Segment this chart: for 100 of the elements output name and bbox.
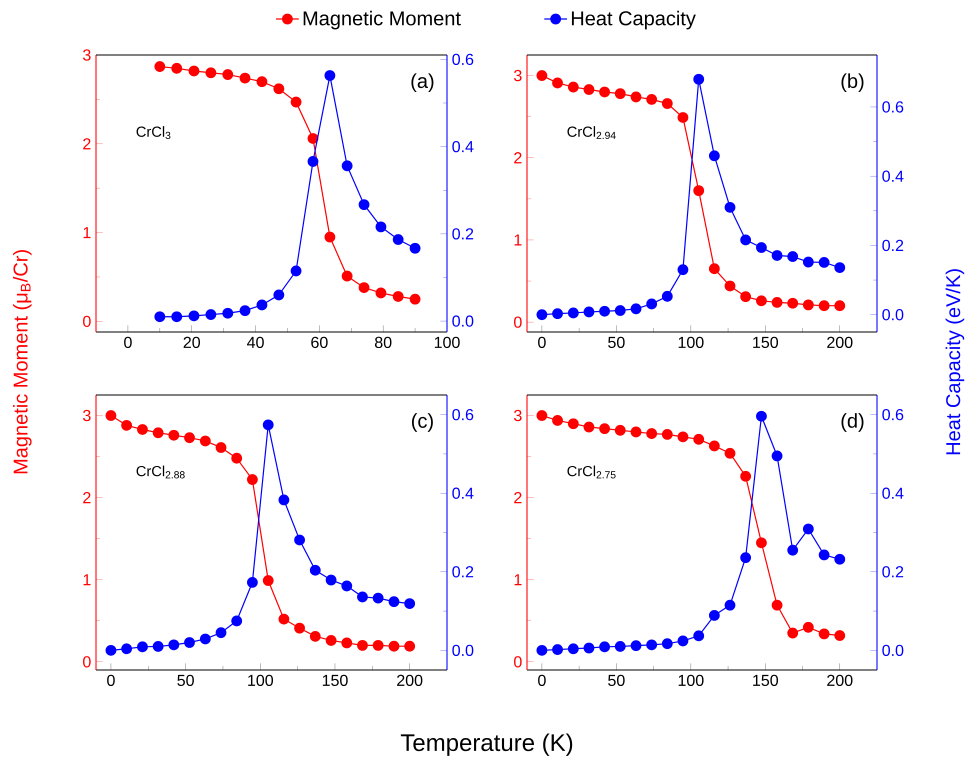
point [205,67,216,78]
point [222,69,234,80]
point [294,622,305,634]
point [324,70,336,81]
point [756,242,767,253]
point [392,234,404,245]
y2-tick-label: 0.0 [452,644,474,656]
point [599,423,610,434]
x-tick-label: 100 [678,674,704,686]
point [310,630,321,642]
point [240,305,250,316]
point [740,552,752,564]
point [802,256,814,268]
point [404,598,416,610]
y2-tick-label: 0.4 [452,488,474,499]
point [834,300,846,312]
point [536,644,548,656]
point [376,221,386,232]
point [646,94,658,105]
point [216,442,226,453]
x-tick-label: 40 [247,336,264,348]
point [357,640,368,651]
point [724,600,736,611]
point [262,575,274,586]
point [772,250,782,261]
y2-tick-label: 0.6 [882,408,904,420]
point [137,424,148,435]
point [278,614,290,624]
y-tick-label: 1 [514,234,522,246]
point [231,615,242,626]
point [240,72,250,84]
y2-tick-label: 0.2 [452,228,474,240]
point [231,452,242,464]
point [310,564,321,576]
point [308,156,318,167]
point [273,290,284,300]
point [787,544,798,556]
y-tick-label: 3 [514,70,522,82]
point [184,637,195,648]
point [756,410,767,422]
point [121,643,132,654]
y-tick-label: 2 [514,492,522,504]
point [294,534,305,546]
y2-tick-label: 0.2 [882,240,904,252]
point [662,638,673,650]
point [678,431,688,442]
point [787,251,798,262]
y-tick-label: 3 [514,410,522,422]
y2-tick-label: 0.0 [882,644,904,656]
point [787,298,798,309]
point [121,420,132,431]
point [342,160,353,172]
y2-tick-label: 0.4 [882,170,904,182]
point [308,133,318,144]
x-tick-label: 200 [827,674,852,686]
point [756,537,767,548]
annotation: CrCl$_{2.94}$ [567,126,616,140]
y-tick-label: 1 [84,574,91,586]
point [410,294,420,305]
point [772,450,782,462]
y2-axis-title: Heat Capacity (eV/K) [946,269,964,454]
point [678,112,688,123]
point [106,410,116,421]
point [552,78,563,88]
legend-label: Heat Capacity [572,10,696,30]
point [392,291,404,302]
point [834,630,846,641]
point [404,640,416,652]
annotation: (d) [842,413,864,432]
point [724,448,736,459]
point [678,264,688,276]
point [568,418,579,430]
y2-tick-label: 0.4 [452,140,474,152]
point [724,280,736,292]
point [740,234,752,246]
y-tick-label: 0 [514,656,522,668]
point [662,290,673,302]
point [290,266,302,276]
point [262,419,274,430]
point [802,622,814,633]
y2-tick-label: 0.6 [882,101,904,113]
point [326,635,337,646]
x-tick-label: 60 [311,336,328,348]
y-tick-label: 0 [83,316,91,328]
y-tick-label: 3 [83,410,91,422]
point [630,640,642,652]
point [599,86,610,98]
point [137,641,148,652]
y2-tick-label: 0.2 [452,566,474,578]
point [358,282,370,294]
point [646,298,658,310]
annotation: CrCl$_{3}$ [136,126,170,140]
x-tick-label: 50 [177,674,194,686]
annotation: (c) [412,413,433,432]
point [256,76,268,88]
x-axis-title: Temperature (K) [400,734,572,756]
point [693,630,704,642]
x-tick-label: 0 [124,336,132,348]
point [693,74,704,85]
point [568,643,579,654]
